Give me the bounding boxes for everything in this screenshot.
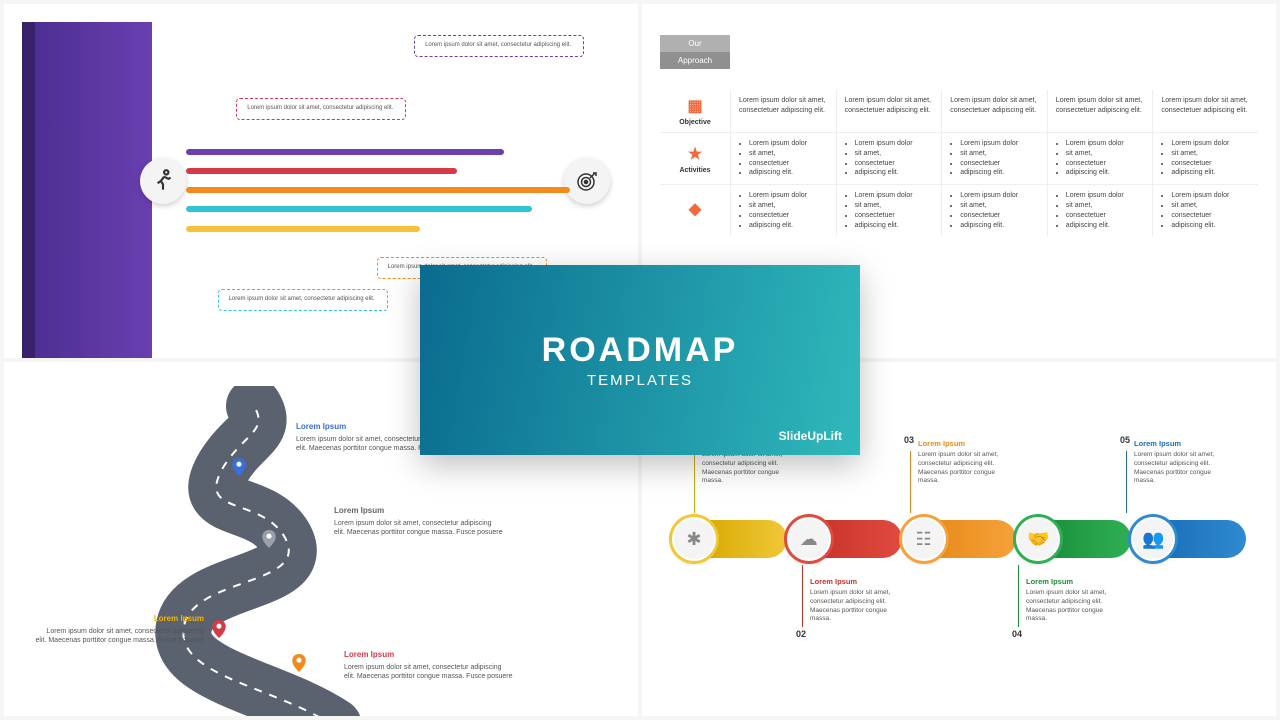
progress-bar [186,168,457,174]
timeline-step: ☷ [902,512,1017,566]
map-pin-icon [232,458,246,481]
table-cell: Lorem ipsum dolorsit amet,consectetuerad… [941,185,1047,236]
table-cell: Lorem ipsum dolorsit amet,consectetuerad… [1152,185,1258,236]
step-text: Lorem IpsumLorem ipsum dolor sit amet, c… [1134,439,1224,486]
progress-bar [186,226,420,232]
road-callout: Lorem IpsumLorem ipsum dolor sit amet, c… [344,650,514,682]
progress-bar [186,206,532,212]
phase-chevron: Phase 3 ⚙Create [941,22,1047,82]
step-text: Lorem IpsumLorem ipsum dolor sit amet, c… [918,439,1008,486]
table-cell: Lorem ipsum dolorsit amet,consectetuerad… [836,185,942,236]
table-cell: Lorem ipsum dolorsit amet,consectetuerad… [1152,133,1258,184]
table-cell: Lorem ipsum dolorsit amet,consectetuerad… [941,133,1047,184]
map-pin-icon [292,654,306,677]
step-text: Lorem IpsumLorem ipsum dolor sit amet, c… [1026,577,1116,624]
map-pin-icon [212,620,226,643]
table-cell: Lorem ipsum dolorsit amet,consectetuerad… [730,133,836,184]
progress-bar [186,187,570,193]
table-cell: Lorem ipsum dolorsit amet,consectetuerad… [1047,133,1153,184]
callout-box: Lorem ipsum dolor sit amet, consectetur … [218,289,388,311]
step-node-icon: ☷ [902,517,946,561]
table-cell: Lorem ipsum dolor sit amet, consectetuer… [836,90,942,132]
map-pin-icon [262,530,276,553]
callout-box: Lorem ipsum dolor sit amet, consectetur … [414,35,584,57]
overlay-title: ROADMAP [542,331,739,370]
running-icon [140,158,186,204]
road-callout: Lorem IpsumLorem ipsum dolor sit amet, c… [334,506,504,538]
step-connector [1018,565,1019,627]
step-number: 02 [796,629,806,639]
timeline-step: ✱ [672,512,787,566]
step-connector [694,451,695,513]
table-cell: Lorem ipsum dolor sit amet, consectetuer… [1152,90,1258,132]
step-node-icon: 👥 [1131,517,1175,561]
progress-bar [186,149,504,155]
step-node-icon: 🤝 [1016,517,1060,561]
approach-label: Our Approach [660,22,730,82]
table-cell: Lorem ipsum dolorsit amet,consectetuerad… [730,185,836,236]
step-number: 05 [1120,435,1130,445]
row-header: ▦Objective [660,90,730,132]
brand-label: SlideUpLift [779,429,842,443]
phase-chevron: Phase 1 ❖Immerse [730,22,836,82]
year-row: 20XXLorem IpsumLorem ipsum dolor sit ame… [22,22,152,358]
step-number: 04 [1012,629,1022,639]
table-cell: Lorem ipsum dolor sit amet, consectetuer… [941,90,1047,132]
table-cell: Lorem ipsum dolor sit amet, consectetuer… [730,90,836,132]
timeline-step: 🤝 [1016,512,1131,566]
phase-chevron: Phase 5 Measure [1152,22,1258,82]
step-node-icon: ☁ [787,517,831,561]
row-header: ★Activities [660,133,730,184]
table-cell: Lorem ipsum dolorsit amet,consectetuerad… [1047,185,1153,236]
phase-chevron: Phase 4 ⋮⋮Operate [1047,22,1153,82]
overlay-subtitle: TEMPLATES [587,372,693,389]
timeline-step: 👥 [1131,512,1246,566]
step-node-icon: ✱ [672,517,716,561]
step-connector [1126,451,1127,513]
step-connector [802,565,803,627]
title-overlay: ROADMAP TEMPLATES SlideUpLift [420,265,860,455]
target-icon [564,158,610,204]
step-connector [910,451,911,513]
table-cell: Lorem ipsum dolor sit amet, consectetuer… [1047,90,1153,132]
timeline-step: ☁ [787,512,902,566]
table-cell: Lorem ipsum dolorsit amet,consectetuerad… [836,133,942,184]
phase-chevron: Phase 2 ✎Design [836,22,942,82]
callout-box: Lorem ipsum dolor sit amet, consectetur … [236,98,406,120]
step-text: Lorem IpsumLorem ipsum dolor sit amet, c… [810,577,900,624]
step-number: 03 [904,435,914,445]
road-callout: Lorem IpsumLorem ipsum dolor sit amet, c… [34,614,204,646]
row-header: ◆ [660,185,730,236]
